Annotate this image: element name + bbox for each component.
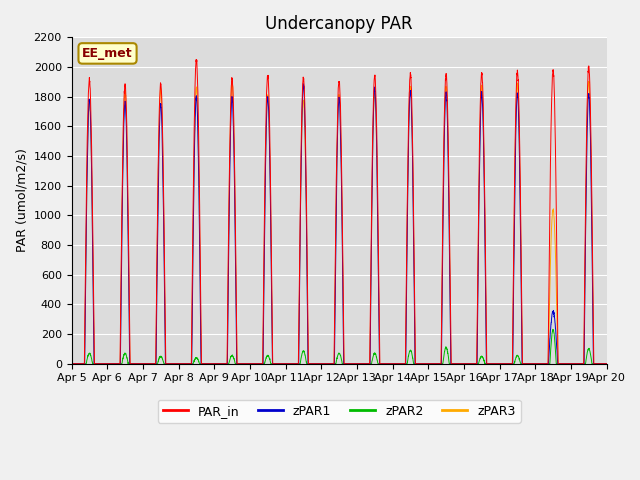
zPAR3 — [602, 361, 610, 367]
Title: Undercanopy PAR: Undercanopy PAR — [265, 15, 413, 33]
zPAR1 — [300, 81, 307, 86]
PAR_in — [193, 57, 200, 62]
Y-axis label: PAR (umol/m2/s): PAR (umol/m2/s) — [15, 149, 28, 252]
PAR_in — [319, 361, 327, 367]
zPAR2 — [549, 326, 557, 332]
PAR_in — [459, 361, 467, 367]
zPAR3 — [319, 361, 327, 367]
zPAR2 — [429, 361, 437, 367]
zPAR2 — [164, 361, 172, 367]
zPAR3 — [603, 361, 611, 367]
zPAR3 — [228, 78, 236, 84]
zPAR3 — [429, 361, 437, 367]
Line: zPAR3: zPAR3 — [72, 81, 607, 364]
zPAR1 — [429, 361, 437, 367]
zPAR2 — [602, 361, 610, 367]
Line: PAR_in: PAR_in — [72, 60, 607, 364]
zPAR1 — [164, 361, 172, 367]
zPAR1 — [68, 361, 76, 367]
PAR_in — [164, 361, 172, 367]
zPAR1 — [490, 361, 497, 367]
zPAR1 — [602, 361, 610, 367]
PAR_in — [68, 361, 76, 367]
PAR_in — [602, 361, 610, 367]
zPAR3 — [459, 361, 467, 367]
zPAR2 — [459, 361, 467, 367]
zPAR3 — [164, 361, 172, 367]
zPAR2 — [319, 361, 326, 367]
zPAR1 — [459, 361, 467, 367]
zPAR3 — [490, 361, 497, 367]
zPAR1 — [603, 361, 611, 367]
Text: EE_met: EE_met — [82, 47, 133, 60]
zPAR3 — [68, 361, 76, 367]
Legend: PAR_in, zPAR1, zPAR2, zPAR3: PAR_in, zPAR1, zPAR2, zPAR3 — [157, 400, 520, 423]
zPAR1 — [319, 361, 327, 367]
zPAR2 — [68, 361, 76, 367]
PAR_in — [429, 361, 437, 367]
zPAR2 — [603, 361, 611, 367]
Line: zPAR1: zPAR1 — [72, 84, 607, 364]
Line: zPAR2: zPAR2 — [72, 329, 607, 364]
zPAR2 — [489, 361, 497, 367]
PAR_in — [603, 361, 611, 367]
PAR_in — [490, 361, 497, 367]
